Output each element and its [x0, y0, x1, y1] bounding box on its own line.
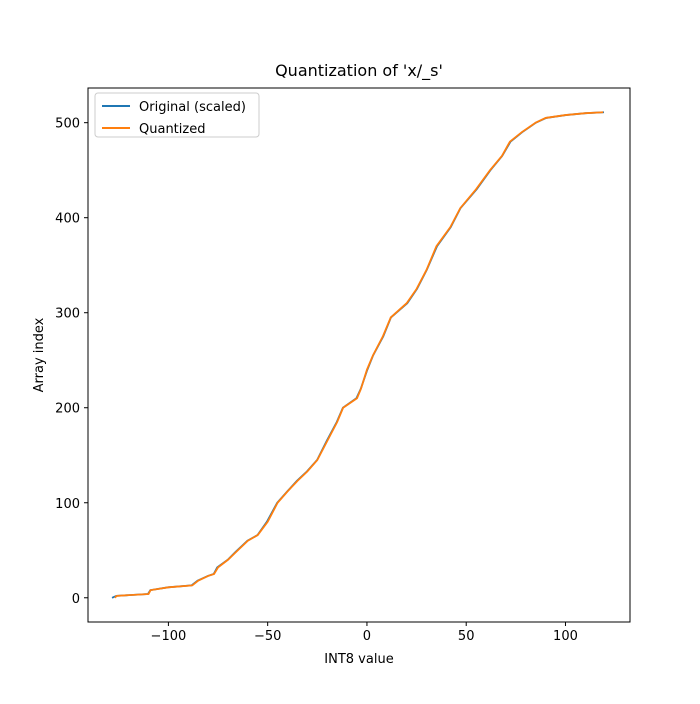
y-tick-label: 500	[55, 117, 80, 132]
legend-box	[94, 92, 260, 138]
y-tick-label: 300	[55, 307, 80, 322]
y-axis-label: Array index	[32, 317, 47, 392]
line	[114, 111, 604, 599]
x-tick-label: −50	[254, 629, 281, 644]
y-tick-label: 0	[72, 592, 80, 607]
y-tick-label: 400	[55, 212, 80, 227]
legend-label: Quantized	[139, 122, 205, 137]
y-tick-label: 100	[55, 497, 80, 512]
plot-frame	[87, 87, 631, 623]
x-tick-label: 100	[553, 629, 578, 644]
chart-title: Quantization of 'x/_s'	[275, 61, 443, 81]
x-tick-label: 0	[363, 629, 371, 644]
legend-label: Original (scaled)	[139, 100, 246, 115]
y-tick-label: 200	[55, 402, 80, 417]
x-tick-label: 50	[458, 629, 475, 644]
x-tick-label: −100	[151, 629, 187, 644]
x-axis-label: INT8 value	[324, 652, 393, 667]
